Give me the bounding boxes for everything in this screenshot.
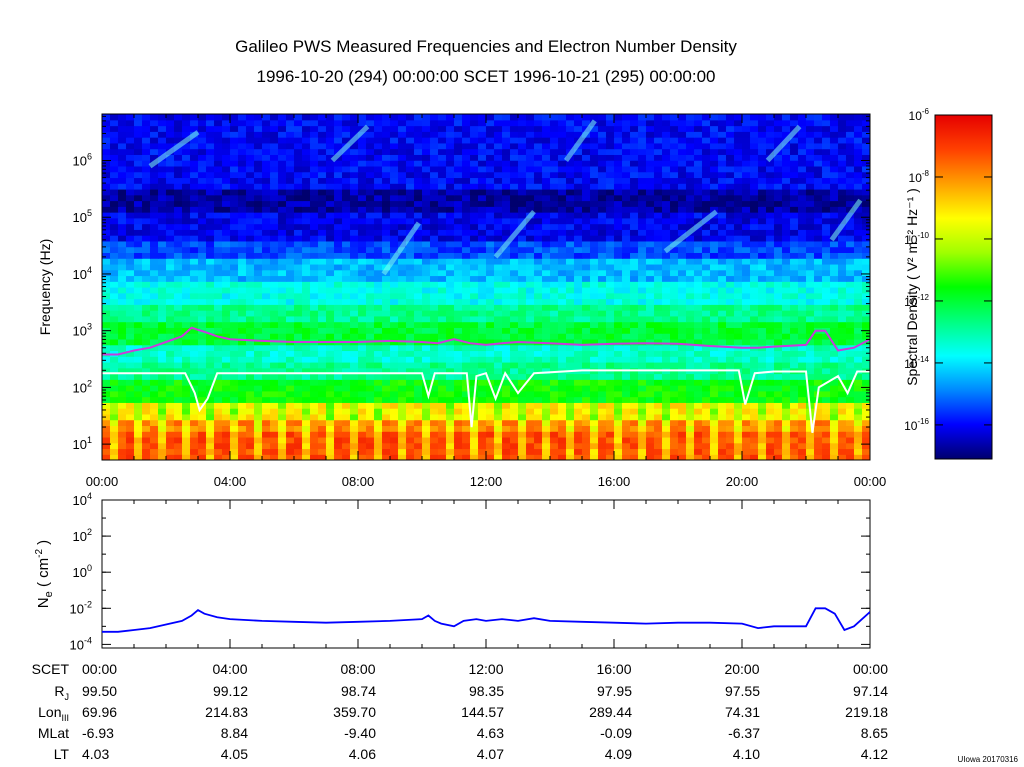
ephemeris-value: 74.31 — [725, 704, 760, 720]
colorbar-tick-label: 10-10 — [904, 231, 929, 247]
ephemeris-value: 97.55 — [725, 683, 760, 699]
ephemeris-value: 12:00 — [468, 661, 503, 677]
credit-stamp: UIowa 20170316 — [958, 755, 1019, 764]
ephemeris-value: 98.74 — [341, 683, 376, 699]
ephemeris-value: 98.35 — [469, 683, 504, 699]
ephemeris-value: 214.83 — [205, 704, 248, 720]
ephemeris-value: 16:00 — [596, 661, 631, 677]
density-y-tick-label: 10-4 — [70, 635, 92, 652]
ephemeris-value: 8.84 — [221, 725, 248, 741]
spectrogram-axes: 101 102 103 104 105 106 00:00 04:00 08:00 12:00 16… — [73, 114, 887, 489]
ephemeris-value: 4.09 — [605, 746, 632, 762]
ephemeris-value: 99.12 — [213, 683, 248, 699]
ephemeris-value: -9.40 — [344, 725, 376, 741]
spectrogram-heatmap — [102, 114, 870, 460]
spectrogram-y-tick-label: 106 — [73, 152, 92, 169]
colorbar-tick-label: 10-8 — [909, 169, 930, 185]
ephemeris-value: 4.03 — [82, 746, 109, 762]
ephemeris-value: -6.37 — [728, 725, 760, 741]
spectrogram-x-tick-label: 16:00 — [598, 474, 631, 489]
ephemeris-row-label: MLat — [38, 725, 69, 741]
spectrogram-y-tick-label: 105 — [73, 208, 92, 225]
spectrogram-x-tick-label: 08:00 — [342, 474, 375, 489]
ephemeris-value: 359.70 — [333, 704, 376, 720]
colorbar — [934, 114, 993, 460]
ephemeris-row-label: LonIII — [38, 704, 69, 723]
density-y-tick-label: 100 — [73, 563, 92, 580]
ephemeris-value: 289.44 — [589, 704, 632, 720]
spectrogram-y-tick-label: 104 — [73, 265, 92, 282]
ephemeris-value: 4.63 — [477, 725, 504, 741]
density-y-tick-label: 104 — [73, 491, 92, 508]
ephemeris-value: 4.07 — [477, 746, 504, 762]
density-y-tick-label: 102 — [73, 527, 92, 544]
colorbar-tick-label: 10-12 — [904, 293, 929, 309]
spectrogram-y-tick-label: 102 — [73, 378, 92, 395]
density-plot — [102, 607, 870, 633]
ephemeris-value: 8.65 — [861, 725, 888, 741]
density-frame — [101, 499, 871, 649]
colorbar-tick-label: 10-16 — [904, 417, 929, 433]
ephemeris-value: 04:00 — [212, 661, 247, 677]
ephemeris-value: 219.18 — [845, 704, 888, 720]
colorbar-tick-label: 10-14 — [904, 355, 929, 371]
title-line-1: Galileo PWS Measured Frequencies and Ele… — [235, 37, 737, 56]
ephemeris-value: 97.95 — [597, 683, 632, 699]
spectrogram-x-tick-label: 04:00 — [214, 474, 247, 489]
ephemeris-value: 00:00 — [853, 661, 888, 677]
colorbar-tick-label: 10-6 — [909, 107, 930, 123]
ephemeris-table: SCET 00:00 04:00 08:00 12:00 16:00 20:00 00:00 R… — [32, 661, 889, 762]
colorbar-label: Spectral Density ( V² m⁻² Hz⁻¹ ) — [904, 188, 920, 386]
density-y-label: Ne ( cm-2 ) — [34, 540, 55, 608]
colorbar-axis: 10-6 10-8 10-10 10-12 10-14 10-16 — [904, 107, 992, 433]
ephemeris-value: -0.09 — [600, 725, 632, 741]
spectrogram-x-tick-label: 00:00 — [854, 474, 887, 489]
spectrogram-y-tick-label: 101 — [73, 435, 92, 452]
ephemeris-value: 08:00 — [340, 661, 375, 677]
ephemeris-value: 69.96 — [82, 704, 117, 720]
ephemeris-value: 4.06 — [349, 746, 376, 762]
ephemeris-value: 4.12 — [861, 746, 888, 762]
ephemeris-value: -6.93 — [82, 725, 114, 741]
ephemeris-row-label: LT — [54, 746, 70, 762]
ephemeris-row-label: RJ — [54, 683, 69, 702]
spectrogram-y-tick-label: 103 — [73, 322, 92, 339]
density-y-tick-label: 10-2 — [70, 599, 92, 616]
ephemeris-value: 144.57 — [461, 704, 504, 720]
ephemeris-value: 4.05 — [221, 746, 248, 762]
ephemeris-value: 97.14 — [853, 683, 888, 699]
density-line — [102, 607, 870, 633]
spectrogram-x-tick-label: 00:00 — [86, 474, 119, 489]
ephemeris-row-label: SCET — [32, 661, 70, 677]
upper-hybrid-line — [102, 326, 870, 356]
ephemeris-value: 4.10 — [733, 746, 760, 762]
cyclotron-line — [102, 369, 870, 433]
spectrogram-x-tick-label: 20:00 — [726, 474, 759, 489]
spectrogram-x-tick-label: 12:00 — [470, 474, 503, 489]
spectrogram-overlay-lines — [102, 326, 870, 433]
density-axes: 104 102 100 10-2 10-4 — [70, 491, 871, 652]
ephemeris-value: 20:00 — [724, 661, 759, 677]
ephemeris-value: 99.50 — [82, 683, 117, 699]
title-line-2: 1996-10-20 (294) 00:00:00 SCET 1996-10-2… — [256, 67, 715, 86]
spectrogram-y-label: Frequency (Hz) — [37, 239, 53, 335]
ephemeris-value: 00:00 — [82, 661, 117, 677]
